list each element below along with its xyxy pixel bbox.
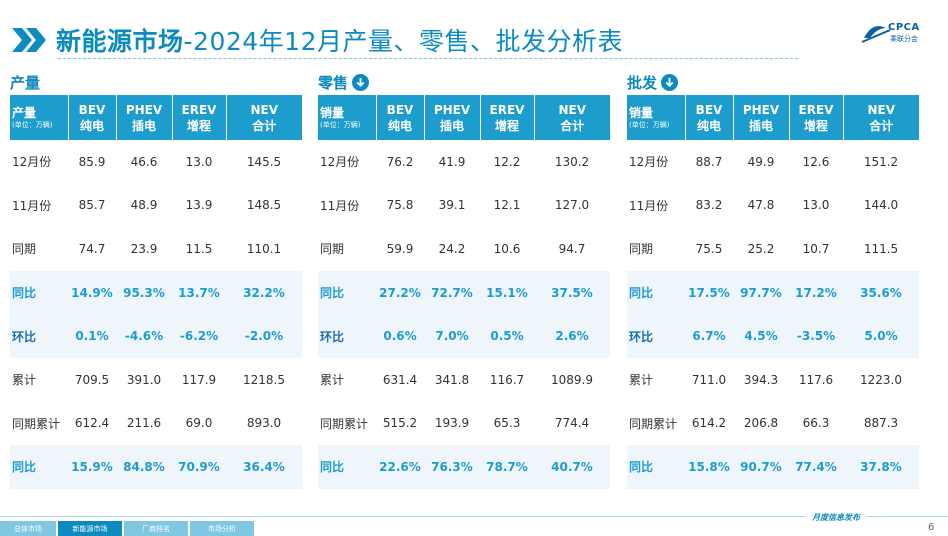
page-title-rest: -2024年12月产量、零售、批发分析表 [183, 27, 623, 56]
table-row-highlight: 环比 0.1% -4.6% -6.2% -2.0% [10, 314, 302, 358]
table-row-highlight: 同比 27.2% 72.7% 15.1% 37.5% [318, 270, 610, 315]
arrow-down-circle-icon [352, 73, 370, 91]
header-nev: NEV 合计 [843, 95, 919, 140]
logo-subtext: 乘联分会 [890, 35, 918, 43]
table-row: 11月份 75.8 39.1 12.1 127.0 [320, 198, 590, 213]
table-header-row: 销量 (单位：万辆) BEV 纯电 PHEV 插电 EREV 增程 NEV 合计 [627, 95, 919, 140]
table-row-highlight: 同比 14.9% 95.3% 13.7% 32.2% [10, 270, 302, 315]
cpca-logo-icon [861, 26, 891, 43]
page-title-bold: 新能源市场 [56, 27, 184, 56]
section-production: 产量 产量 (单位：万辆) BEV 纯电 PHEV 插电 EREV 增程 NEV 合计 1… [10, 70, 302, 489]
table-row: 12月份 88.7 49.9 12.6 151.2 [629, 154, 899, 170]
header-phev: PHEV 插电 [733, 95, 790, 140]
header-first-col: 销量 (单位：万辆) [318, 95, 377, 140]
table-row: 同期 75.5 25.2 10.7 111.5 [629, 241, 899, 257]
section-title: 零售 [318, 70, 610, 94]
header-erev: EREV 增程 [172, 95, 227, 140]
table-row: 11月份 83.2 47.8 13.0 144.0 [629, 198, 899, 213]
retail-table: 销量 (单位：万辆) BEV 纯电 PHEV 插电 EREV 增程 NEV 合计 12月份… [318, 95, 610, 489]
header-phev: PHEV 插电 [424, 95, 481, 140]
table-row-highlight: 同比 15.9% 84.8% 70.9% 36.4% [10, 445, 302, 489]
wholesale-table: 销量 (单位：万辆) BEV 纯电 PHEV 插电 EREV 增程 NEV 合计 12月份… [627, 95, 919, 489]
footer-divider [0, 516, 948, 517]
table-row: 同期累计 515.2 193.9 65.3 774.4 [320, 416, 590, 431]
footer-tab-overall[interactable]: 总体市场 [0, 521, 56, 536]
header-bev: BEV 纯电 [685, 95, 734, 140]
footer-tab-ranking[interactable]: 厂商排名 [124, 521, 188, 536]
section-title-text: 批发 [627, 73, 658, 92]
table-header-row: 产量 (单位：万辆) BEV 纯电 PHEV 插电 EREV 增程 NEV 合计 [10, 95, 302, 140]
section-title: 批发 [627, 70, 919, 94]
section-retail: 零售 销量 (单位：万辆) BEV 纯电 PHEV 插电 EREV 增程 NEV 合计 1… [318, 70, 610, 489]
header-phev: PHEV 插电 [116, 95, 173, 140]
footer-tab-nev[interactable]: 新能源市场 [58, 521, 122, 536]
table-row: 累计 711.0 394.3 117.6 1223.0 [629, 372, 902, 388]
table-row: 同期 74.7 23.9 11.5 110.1 [12, 241, 282, 257]
table-row-highlight: 环比 6.7% 4.5% -3.5% 5.0% [627, 314, 919, 358]
table-row-highlight: 同比 22.6% 76.3% 78.7% 40.7% [318, 445, 610, 489]
page-title: 新能源市场-2024年12月产量、零售、批发分析表 [56, 22, 623, 58]
header-bev: BEV 纯电 [68, 95, 117, 140]
table-row: 同期累计 614.2 206.8 66.3 887.3 [629, 416, 899, 431]
production-table: 产量 (单位：万辆) BEV 纯电 PHEV 插电 EREV 增程 NEV 合计 12月份… [10, 95, 302, 489]
title-divider [58, 58, 798, 59]
header-nev: NEV 合计 [534, 95, 610, 140]
section-title-text: 零售 [318, 73, 349, 92]
header-erev: EREV 增程 [480, 95, 535, 140]
section-title: 产量 [10, 70, 302, 94]
table-row-highlight: 同比 15.8% 90.7% 77.4% 37.8% [627, 445, 919, 489]
header-first-col: 产量 (单位：万辆) [10, 95, 69, 140]
footer-nav: 总体市场 新能源市场 厂商排名 市场分析 [0, 521, 256, 536]
logo-text: CPCA [888, 22, 920, 33]
header-nev: NEV 合计 [226, 95, 302, 140]
section-title-text: 产量 [10, 73, 41, 92]
table-row-highlight: 同比 17.5% 97.7% 17.2% 35.6% [627, 270, 919, 315]
header-bev: BEV 纯电 [376, 95, 425, 140]
section-wholesale: 批发 销量 (单位：万辆) BEV 纯电 PHEV 插电 EREV 增程 NEV 合计 1… [627, 70, 919, 489]
header-erev: EREV 增程 [789, 95, 844, 140]
table-row: 累计 709.5 391.0 117.9 1218.5 [12, 372, 285, 388]
table-row: 同期 59.9 24.2 10.6 94.7 [320, 241, 586, 257]
table-row: 同期累计 612.4 211.6 69.0 893.0 [12, 416, 282, 431]
table-row: 12月份 85.9 46.6 13.0 145.5 [12, 154, 282, 170]
table-row-highlight: 环比 0.6% 7.0% 0.5% 2.6% [318, 314, 610, 358]
title-bar: 新能源市场-2024年12月产量、零售、批发分析表 [10, 20, 850, 60]
footer-caption: 月度信息发布 [806, 512, 866, 523]
table-row: 11月份 85.7 48.9 13.9 148.5 [12, 198, 282, 213]
double-chevron-icon [10, 25, 48, 55]
header-first-col: 销量 (单位：万辆) [627, 95, 686, 140]
table-row: 12月份 76.2 41.9 12.2 130.2 [320, 154, 590, 170]
footer-tab-analysis[interactable]: 市场分析 [190, 521, 254, 536]
arrow-down-circle-icon [661, 73, 679, 91]
table-row: 累计 631.4 341.8 116.7 1089.9 [320, 372, 593, 388]
page-number: 6 [928, 522, 935, 533]
table-header-row: 销量 (单位：万辆) BEV 纯电 PHEV 插电 EREV 增程 NEV 合计 [318, 95, 610, 140]
